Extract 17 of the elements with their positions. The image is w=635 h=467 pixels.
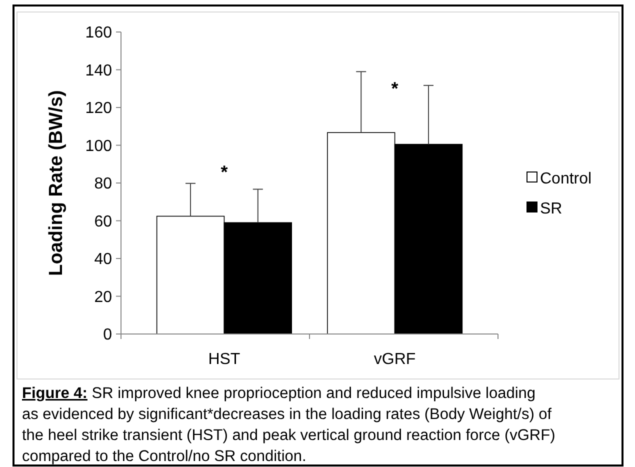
significance-asterisk: * [391,78,398,99]
y-tick-label: 120 [85,100,112,118]
y-tick-label: 0 [103,326,112,344]
legend-label: SR [540,200,562,218]
significance-asterisk: * [220,162,228,182]
y-tick-label: 140 [85,62,112,80]
y-tick-label: 20 [94,288,112,306]
y-tick-label: 60 [94,213,112,230]
y-axis-title: Loading Rate (BW/s) [46,90,67,276]
y-tick-label: 100 [85,138,112,155]
caption: Figure 4: SR improved knee proprioception and reduced impulsive loading as evidenced by significant*decreases in the loading rates (Body Weight/s) of the heel strike transient (HST) and peak vertical ground reaction force (vGRF) compared to the Control/no SR condition. [22,385,556,465]
legend-label: Control [540,170,592,188]
y-tick-label: 160 [85,24,112,42]
x-tick-label: vGRF [374,351,416,368]
x-tick-label: HST [208,351,240,368]
y-tick-label: 80 [94,176,112,193]
y-tick-label: 40 [94,251,112,268]
